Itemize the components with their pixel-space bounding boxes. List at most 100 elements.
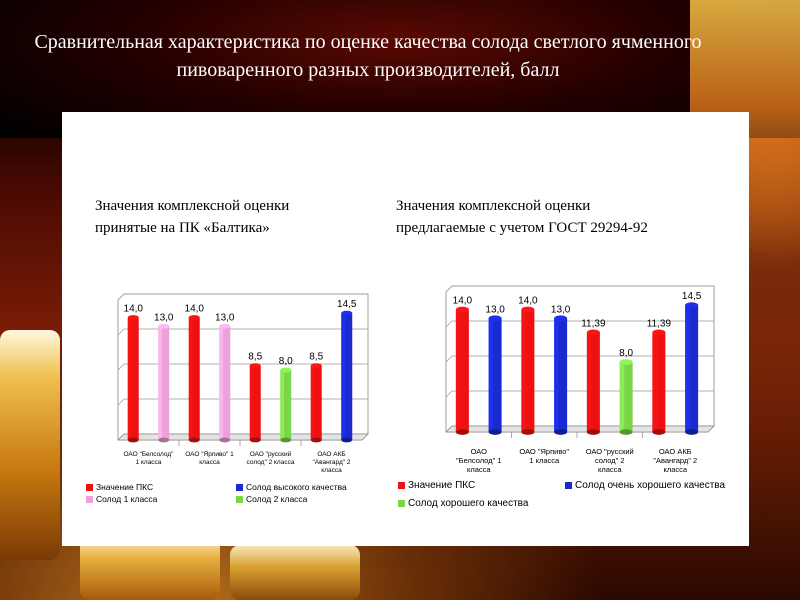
beer-mug-image-2 xyxy=(230,545,360,600)
caption-left: Значения комплексной оценки принятые на … xyxy=(95,195,289,239)
bar-highlight xyxy=(219,326,224,440)
bar-highlight xyxy=(586,332,592,432)
bar-highlight xyxy=(341,313,346,440)
legend-right-item-2: Солод очень хорошего качества xyxy=(565,480,725,491)
bar-highlight xyxy=(554,318,559,432)
legend-label: Значение ПКС xyxy=(408,480,476,491)
bar-highlight xyxy=(127,317,132,440)
legend-swatch xyxy=(565,481,572,489)
bar-top xyxy=(521,306,535,313)
category-label: класса xyxy=(663,465,687,474)
data-label: 14,0 xyxy=(185,304,205,315)
data-label: 8,0 xyxy=(619,348,633,359)
bar-top xyxy=(310,363,322,369)
bar-top xyxy=(685,302,699,308)
bar-highlight xyxy=(488,318,494,432)
bar-base xyxy=(249,437,261,443)
page-title: Сравнительная характеристика по оценке к… xyxy=(34,31,702,81)
data-label: 13,0 xyxy=(215,312,235,323)
bar-top xyxy=(619,359,633,365)
legend-right-item-3: Солод хорошего качества xyxy=(398,498,528,509)
gridline xyxy=(445,285,714,293)
bar-top xyxy=(249,363,261,369)
legend-label: Солод высокого качества xyxy=(246,482,347,492)
bar-base xyxy=(188,437,200,443)
bar-base xyxy=(685,429,699,435)
legend-left-item-3: Солод 1 класса xyxy=(86,494,157,504)
legend-left-item-4: Солод 2 класса xyxy=(236,494,307,504)
data-label: 13,0 xyxy=(154,312,174,323)
bar-base xyxy=(280,437,292,443)
bar-base xyxy=(341,437,353,443)
legend-swatch xyxy=(236,496,243,504)
bar-top xyxy=(341,310,353,316)
bar-3 xyxy=(280,370,292,440)
gridline xyxy=(445,320,714,328)
category-label: ОАО "русский xyxy=(250,450,292,458)
data-label: 14,0 xyxy=(124,304,144,315)
bar-base xyxy=(554,429,568,435)
bar-top xyxy=(188,315,200,320)
bar-highlight xyxy=(619,362,625,432)
caption-left-line1: Значения комплексной оценки xyxy=(95,198,290,214)
bar-base xyxy=(652,429,666,435)
bar-base xyxy=(521,429,535,435)
data-label: 14,0 xyxy=(453,296,473,307)
bar-base xyxy=(488,429,502,435)
bar-highlight xyxy=(280,370,285,440)
category-label: 1 класса xyxy=(529,456,560,465)
gridline xyxy=(117,328,368,336)
legend-swatch xyxy=(398,499,405,507)
category-label: "Авангард" 2 xyxy=(312,459,350,466)
bar-top xyxy=(488,315,502,322)
beer-glass-image xyxy=(0,330,60,560)
bar-top xyxy=(652,329,666,336)
data-label: 14,5 xyxy=(337,299,357,310)
bar-base xyxy=(219,437,231,443)
bar-highlight xyxy=(249,365,254,440)
category-label: класса xyxy=(467,465,491,474)
legend-swatch xyxy=(86,496,93,504)
data-label: 8,0 xyxy=(279,356,293,367)
data-label: 8,5 xyxy=(309,352,323,363)
bar-highlight xyxy=(521,309,526,432)
data-label: 11,39 xyxy=(581,318,606,329)
gridline xyxy=(117,293,368,301)
bar-0 xyxy=(249,365,261,440)
data-label: 8,5 xyxy=(248,352,262,363)
bar-base xyxy=(586,429,600,435)
bar-top xyxy=(554,315,568,322)
bar-highlight xyxy=(158,326,163,440)
bar-highlight xyxy=(188,317,193,440)
legend-label: Значение ПКС xyxy=(96,482,154,492)
plot-floor xyxy=(445,425,715,433)
bar-top xyxy=(280,367,292,373)
data-label: 13,0 xyxy=(551,304,571,315)
bar-highlight xyxy=(310,365,315,440)
data-label: 11,39 xyxy=(647,318,672,329)
category-label: солод" 2 класса xyxy=(247,459,295,466)
category-label: класса xyxy=(598,465,622,474)
gridline xyxy=(445,355,714,363)
legend-label: Солод очень хорошего качества xyxy=(575,480,726,491)
bar-top xyxy=(127,315,139,320)
category-label: 1 класса xyxy=(136,459,162,466)
bar-1 xyxy=(158,326,170,440)
bar-1 xyxy=(219,326,231,440)
bar-0 xyxy=(310,365,322,440)
category-label: класса xyxy=(321,467,342,474)
bar-highlight xyxy=(455,309,461,432)
legend-left-item-2: Солод высокого качества xyxy=(236,482,347,492)
caption-right-line1: Значения комплексной оценки xyxy=(396,198,591,214)
bar-base xyxy=(619,429,633,435)
caption-right: Значения комплексной оценки предлагаемые… xyxy=(396,195,648,239)
bar-highlight xyxy=(685,305,690,432)
bar-base xyxy=(158,437,170,443)
data-label: 14,0 xyxy=(518,296,538,307)
caption-left-line2: принятые на ПК «Балтика» xyxy=(95,220,270,236)
legend-swatch xyxy=(86,484,93,492)
bar-base xyxy=(127,437,139,443)
bar-0 xyxy=(127,317,139,440)
